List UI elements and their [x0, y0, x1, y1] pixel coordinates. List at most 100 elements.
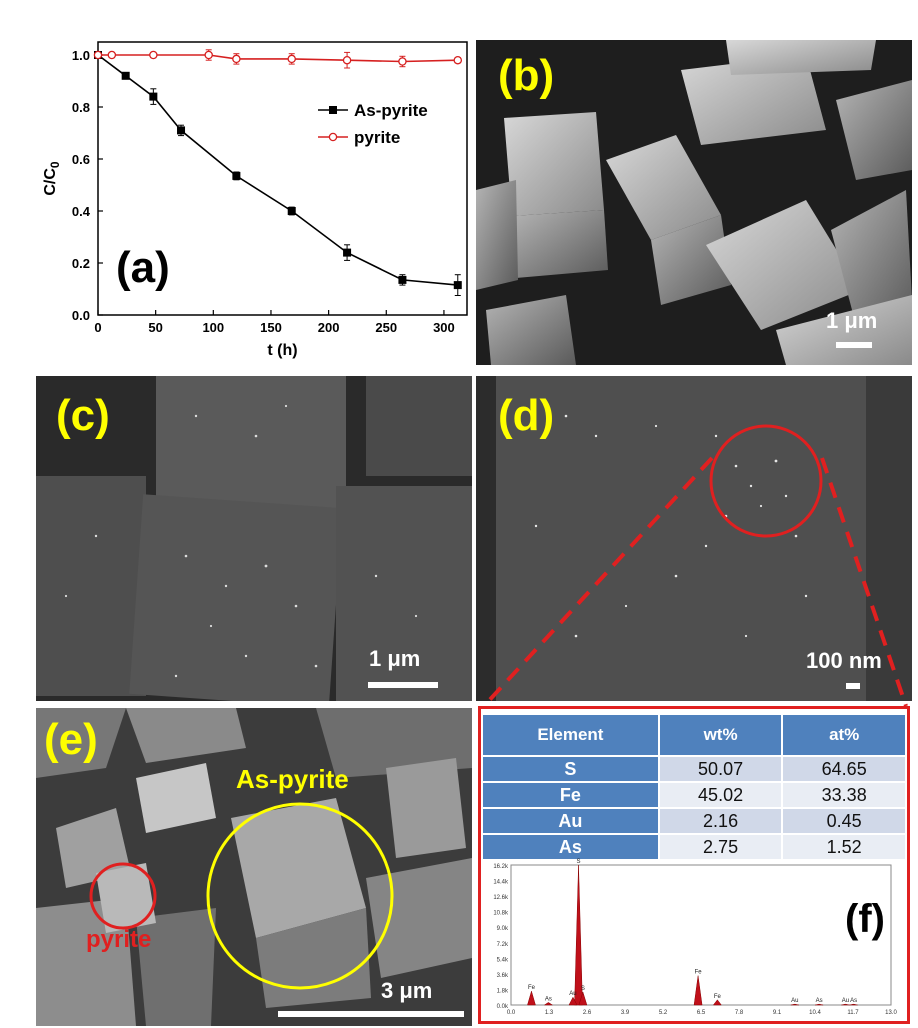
- data-point: [121, 71, 130, 80]
- eds-table: Element wt% at% S 50.07 64.65 Fe 45.02 3…: [481, 713, 907, 861]
- spectrum-x-tick: 10.4: [809, 1010, 821, 1016]
- spectrum-peak-label: As: [816, 998, 823, 1004]
- scale-bar-d: [846, 683, 860, 689]
- legend-marker: [328, 132, 338, 142]
- sem-c-cubes: [36, 376, 472, 701]
- y-axis-label: C/C0: [42, 161, 62, 196]
- panel-label-c: (c): [56, 391, 110, 440]
- spectrum-peak: [849, 1003, 858, 1006]
- scale-bar-e: [278, 1011, 464, 1017]
- y-tick-label: 0.4: [72, 204, 91, 219]
- table-row: Fe 45.02 33.38: [481, 781, 907, 809]
- spectrum-peak-label: Fe: [695, 970, 703, 976]
- chart-a-svg: 0 50 100 150 200 250 300 0.0 0.2 0.4 0.6 0.8 1.0 t (h…: [42, 41, 468, 359]
- y-tick-label: 0.2: [72, 256, 90, 271]
- panel-label-e: (e): [44, 715, 98, 764]
- spectrum-x-tick: 0.0: [507, 1010, 516, 1016]
- panel-f-eds: Element wt% at% S 50.07 64.65 Fe 45.02 3…: [478, 706, 910, 1024]
- data-point: [204, 50, 213, 60]
- spectrum-x-tick: 13.0: [885, 1010, 897, 1016]
- sem-b-cubes: [476, 40, 912, 365]
- table-row: Au 2.16 0.45: [481, 807, 907, 835]
- y-tick-label: 0.0: [72, 308, 90, 323]
- spectrum-x-tick: 1.3: [545, 1010, 554, 1016]
- spectrum-frame: [510, 864, 892, 1006]
- spectrum-y-tick: 16.2k: [493, 864, 509, 870]
- spectrum-y-tick: 0.0k: [497, 1004, 509, 1010]
- spectrum-x-tick: 5.2: [659, 1010, 668, 1016]
- y-tick-label: 0.8: [72, 100, 90, 115]
- spectrum-peak: [543, 1002, 554, 1006]
- spectrum-x-tick: 2.6: [583, 1010, 592, 1016]
- data-point: [398, 275, 407, 284]
- data-point: [342, 55, 352, 65]
- plot-frame: [97, 41, 468, 316]
- panel-label-d: (d): [498, 391, 555, 440]
- spectrum-y-tick: 3.6k: [497, 973, 509, 979]
- panel-b-sem-image: (b) 1 μm: [476, 40, 912, 365]
- as-pyrite-circle: [206, 802, 394, 990]
- table-row: S 50.07 64.65: [481, 755, 907, 783]
- eds-cell-at: 0.45: [781, 807, 907, 835]
- spectrum-peak-label: Au: [842, 998, 849, 1004]
- eds-header-at: at%: [781, 713, 907, 757]
- scale-bar-c: [368, 682, 438, 688]
- scale-text-e: 3 μm: [381, 978, 433, 1003]
- sem-e-crystals: [36, 708, 472, 1026]
- legend-label: As-pyrite: [354, 101, 428, 120]
- eds-cell-wt: 50.07: [657, 755, 784, 783]
- eds-header-element: Element: [481, 713, 660, 757]
- eds-cell-wt: 45.02: [657, 781, 784, 809]
- spectrum-peak: [815, 1003, 824, 1006]
- data-point: [343, 248, 352, 257]
- spectrum-x-tick: 11.7: [847, 1010, 859, 1016]
- legend-marker: [329, 106, 337, 114]
- spectrum-peak-label: S: [577, 859, 581, 865]
- data-point: [398, 57, 407, 66]
- spectrum-peak: [693, 975, 703, 1006]
- scale-bar-b: [836, 342, 872, 348]
- sem-d-cube: [496, 376, 912, 701]
- eds-cell-element: S: [481, 755, 660, 783]
- eds-cell-element: As: [481, 833, 660, 861]
- spectrum-y-tick: 5.4k: [497, 957, 509, 963]
- spectrum-x-tick: 6.5: [697, 1010, 706, 1016]
- panel-a-chart: 0 50 100 150 200 250 300 0.0 0.2 0.4 0.6 0.8 1.0 t (h…: [0, 0, 476, 368]
- spectrum-y-tick: 14.4k: [493, 880, 509, 886]
- x-tick-label: 250: [375, 320, 397, 335]
- eds-cell-wt: 2.75: [657, 833, 784, 861]
- scale-text-c: 1 μm: [369, 646, 421, 671]
- pyrite-circle: [89, 862, 157, 930]
- spectrum-y-tick: 12.6k: [493, 895, 509, 901]
- legend-label: pyrite: [354, 128, 400, 147]
- eds-cell-at: 1.52: [781, 833, 907, 861]
- spectrum-peak-label: As: [545, 996, 552, 1002]
- spectrum-peak-label: As: [850, 998, 857, 1004]
- panel-label-a: (a): [116, 243, 170, 292]
- as-pyrite-label: As-pyrite: [236, 764, 349, 794]
- data-point: [93, 50, 103, 60]
- data-point: [453, 55, 463, 65]
- x-tick-label: 50: [148, 320, 162, 335]
- eds-cell-element: Fe: [481, 781, 660, 809]
- data-point: [287, 207, 296, 215]
- y-tick-label: 1.0: [72, 48, 90, 63]
- panel-d-sem-image: (d) 100 nm: [476, 376, 912, 701]
- spectrum-peak: [712, 999, 722, 1006]
- eds-header-wt: wt%: [657, 713, 784, 757]
- eds-cell-at: 64.65: [781, 755, 907, 783]
- spectrum-y-tick: 10.8k: [493, 911, 509, 917]
- scale-text-b: 1 μm: [826, 308, 878, 333]
- data-point: [149, 92, 158, 101]
- data-point: [107, 50, 117, 60]
- y-axis-label-subscript: 0: [48, 161, 62, 168]
- spectrum-peak-label: Fe: [714, 994, 722, 1000]
- eds-cell-at: 33.38: [781, 781, 907, 809]
- spectrum-peak: [841, 1003, 850, 1006]
- panel-label-b: (b): [498, 51, 555, 100]
- x-tick-label: 200: [318, 320, 340, 335]
- data-point: [287, 54, 296, 64]
- eds-cell-wt: 2.16: [657, 807, 784, 835]
- x-tick-label: 0: [94, 320, 101, 335]
